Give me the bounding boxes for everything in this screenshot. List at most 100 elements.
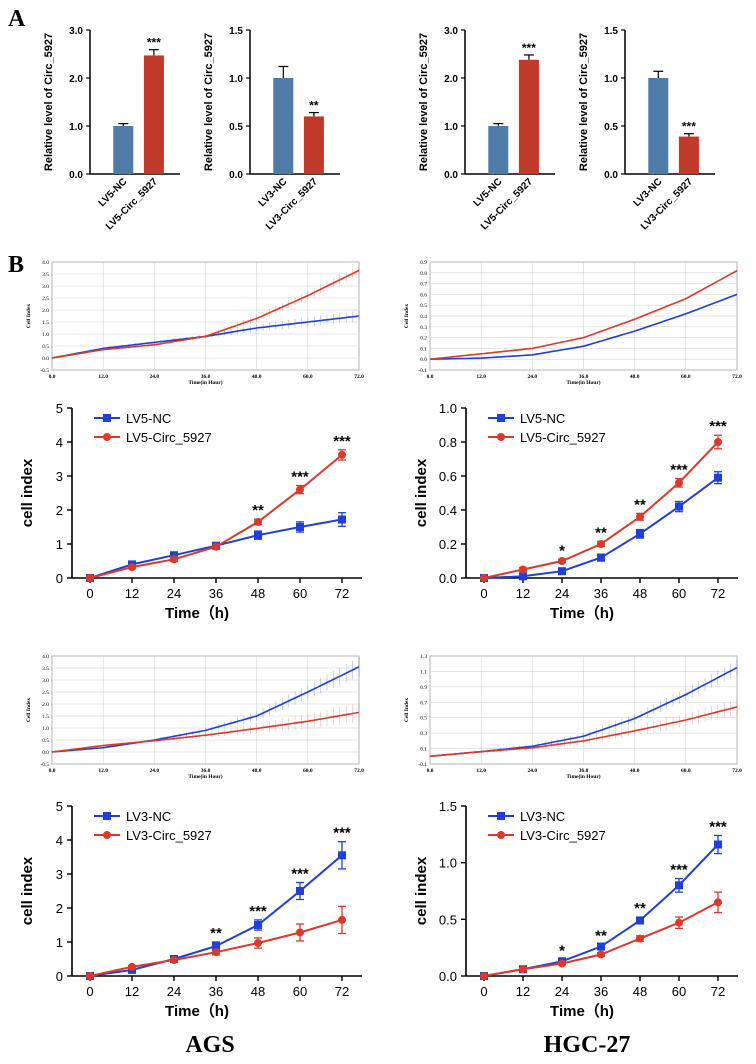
significance-label: ** xyxy=(252,502,264,519)
x-tick-label: 72 xyxy=(335,586,349,601)
data-point xyxy=(254,921,262,929)
bottom-label-hgc27: HGC-27 xyxy=(544,1032,631,1058)
y-tick-label: 0.0 xyxy=(439,969,457,984)
x-tick-label: 36 xyxy=(594,984,608,999)
y-axis-label: cell index xyxy=(413,856,430,925)
realtime-trace-rt4: -0.1 0.1 0.3 0.5 0.7 0.9 1.1 1.3 0.0 12.0 24.0 36.0… xyxy=(404,654,742,780)
data-point xyxy=(597,540,605,548)
data-point xyxy=(636,529,644,538)
y-tick-label: 1.5 xyxy=(604,26,618,37)
significance-label: ** xyxy=(595,927,607,944)
y-tick-label: 0.5 xyxy=(42,344,49,350)
y-tick-label: 2.5 xyxy=(42,690,49,696)
y-tick-label: 1.0 xyxy=(42,726,49,732)
y-tick-label: 5 xyxy=(56,401,63,416)
y-tick-label: 0.2 xyxy=(439,537,457,552)
y-tick-label: 3.5 xyxy=(42,666,49,672)
x-tick-label: 48 xyxy=(251,984,265,999)
y-tick-label: 4.0 xyxy=(42,654,49,660)
data-point xyxy=(338,915,346,924)
x-tick-label: 72.0 xyxy=(732,374,742,380)
y-tick-label: 0 xyxy=(56,571,63,586)
trace-red xyxy=(51,711,360,753)
data-point xyxy=(128,962,136,971)
x-tick-label: 24.0 xyxy=(528,768,538,774)
realtime-trace-rt3: -0.50.00.51.01.52.02.53.03.54.00.0 12.0 24… xyxy=(26,654,364,780)
x-axis-label: Time(in Hour) xyxy=(566,773,600,780)
trace-red xyxy=(51,269,360,359)
x-tick-label: 12 xyxy=(516,586,530,601)
data-point xyxy=(714,898,722,907)
y-tick-label: 0.7 xyxy=(420,282,427,288)
y-tick-label: 1.3 xyxy=(420,654,427,660)
y-tick-label: 3.0 xyxy=(42,284,49,290)
realtime-trace-rt2: -0.10.00.10.20.30.40.50.60.70.80.90.0 12.… xyxy=(404,260,742,386)
x-tick-label: 48 xyxy=(633,984,647,999)
legend-marker xyxy=(497,812,505,820)
data-point xyxy=(254,939,262,948)
y-tick-label: 1.0 xyxy=(69,122,83,133)
y-tick-label: 0.5 xyxy=(604,122,618,133)
y-tick-label: 1.5 xyxy=(439,799,457,814)
legend-label: LV3-NC xyxy=(126,809,171,824)
y-tick-label: 4 xyxy=(56,435,63,450)
y-tick-label: 3.0 xyxy=(42,678,49,684)
panel-label-b: B xyxy=(8,252,24,278)
y-tick-label: 1.5 xyxy=(42,320,49,326)
significance-label: ** xyxy=(210,925,222,942)
x-tick-label: 12.0 xyxy=(98,768,108,774)
x-tick-label: 0.0 xyxy=(49,768,56,774)
x-tick-label: 36.0 xyxy=(579,374,589,380)
x-axis-label: Time（h) xyxy=(165,1002,229,1020)
trace-red xyxy=(429,269,738,360)
x-tick-label: 24.0 xyxy=(150,374,160,380)
x-tick-label: 60.0 xyxy=(303,374,313,380)
x-tick-label: 24 xyxy=(167,984,181,999)
legend-marker xyxy=(103,414,111,422)
significance-label: *** xyxy=(682,120,696,134)
data-point xyxy=(212,942,220,951)
data-point xyxy=(558,959,566,968)
significance-label: *** xyxy=(709,418,727,435)
significance-label: *** xyxy=(522,41,536,55)
data-point xyxy=(296,485,304,494)
x-tick-label: 0 xyxy=(480,586,487,601)
y-axis-label: Cell Index xyxy=(404,304,410,329)
x-tick-label: 12.0 xyxy=(476,374,486,380)
bottom-label-ags: AGS xyxy=(185,1032,234,1058)
data-point xyxy=(597,553,605,562)
y-tick-label: -0.5 xyxy=(40,368,49,374)
y-axis-label: cell index xyxy=(19,458,36,527)
x-tick-label: 0 xyxy=(86,984,93,999)
significance-label: *** xyxy=(670,862,688,879)
x-tick-label: 12 xyxy=(125,984,139,999)
x-tick-label: 48.0 xyxy=(252,374,262,380)
data-point xyxy=(675,502,683,511)
x-axis-label: Time（h) xyxy=(550,604,614,622)
y-tick-label: 3.0 xyxy=(444,26,458,37)
line-chart-ln4: 0.0 0.5 1.0 1.5 0 12 24 36 48 60 72 Time（h) cell ind… xyxy=(413,799,738,1020)
y-tick-label: 0.9 xyxy=(420,260,427,266)
y-tick-label: 5 xyxy=(56,799,63,814)
data-point xyxy=(296,887,304,895)
data-point xyxy=(296,928,304,937)
line-chart-ln2: 0.0 0.2 0.4 0.6 0.8 1.0 0 12 24 36 48 60 72 Time（h) ce… xyxy=(413,401,738,622)
y-tick-label: 0.8 xyxy=(420,271,427,277)
data-point xyxy=(597,950,605,959)
x-tick-label: 72 xyxy=(711,984,725,999)
x-tick-label: 48 xyxy=(251,586,265,601)
x-tick-label: 12 xyxy=(125,586,139,601)
x-tick-label: 12 xyxy=(516,984,530,999)
y-tick-label: 0.0 xyxy=(42,356,49,362)
x-tick-label: 12.0 xyxy=(98,374,108,380)
y-tick-label: 2.0 xyxy=(42,308,49,314)
data-point xyxy=(714,840,722,849)
x-tick-label: 60.0 xyxy=(681,768,691,774)
y-axis-label: Relative level of Circ_5927 xyxy=(578,33,590,171)
significance-label: *** xyxy=(291,469,309,486)
y-tick-label: 0.3 xyxy=(420,731,427,737)
y-tick-label: 0.0 xyxy=(42,750,49,756)
data-point xyxy=(636,512,644,521)
x-tick-label: 12.0 xyxy=(476,768,486,774)
